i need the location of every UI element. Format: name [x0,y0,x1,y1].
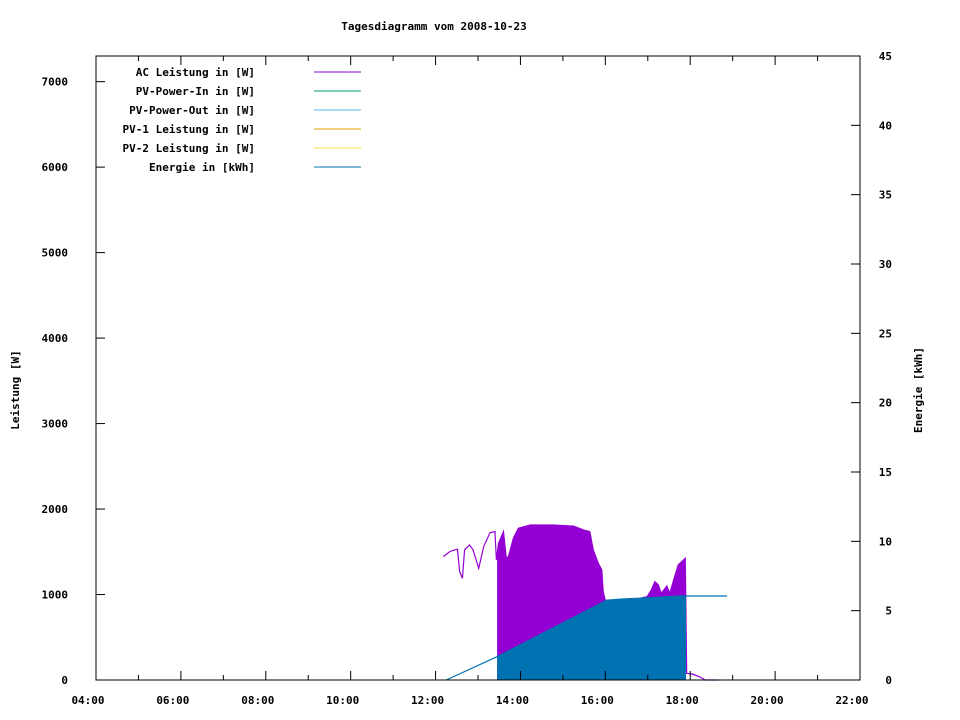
series-line-5 [445,595,728,681]
x-tick-label: 18:00 [666,694,699,707]
x-tick-label: 22:00 [835,694,868,707]
y-tick-label: 1000 [42,589,69,602]
y-tick-label: 4000 [42,332,69,345]
y2-tick-label: 40 [879,119,892,132]
x-tick-label: 12:00 [411,694,444,707]
y2-axis-label: Energie [kWh] [912,347,925,433]
x-tick-label: 20:00 [751,694,784,707]
x-tick-label: 14:00 [496,694,529,707]
legend-label: PV-2 Leistung in [W] [123,142,255,155]
y-tick-label: 6000 [42,161,69,174]
y-tick-label: 3000 [42,418,69,431]
plot-area [442,524,728,681]
legend-label: AC Leistung in [W] [136,66,255,79]
legend-label: PV-Power-Out in [W] [129,104,255,117]
x-tick-label: 16:00 [581,694,614,707]
series-line-0 [442,524,719,681]
y2-tick-label: 35 [879,189,892,202]
legend: AC Leistung in [W] PV-Power-In in [W] PV-P… [123,66,361,174]
chart-title: Tagesdiagramm vom 2008-10-23 [341,20,526,33]
series-fill-5 [497,595,686,680]
legend-label: Energie in [kWh] [149,161,255,174]
axes: 04:00 06:00 08:00 10:00 12:00 14:00 16:00 18:00… [42,50,893,707]
y2-tick-label: 20 [879,397,892,410]
y2-tick-label: 15 [879,466,892,479]
x-tick-label: 10:00 [326,694,359,707]
y2-tick-label: 5 [885,605,892,618]
y2-tick-label: 25 [879,327,892,340]
legend-label: PV-Power-In in [W] [136,85,255,98]
y2-tick-label: 0 [885,674,892,687]
x-tick-label: 04:00 [71,694,104,707]
y-axis-label: Leistung [W] [9,350,22,429]
y2-tick-label: 10 [879,535,892,548]
y-tick-label: 5000 [42,247,69,260]
x-tick-label: 06:00 [156,694,189,707]
y-tick-label: 2000 [42,503,69,516]
y2-tick-label: 30 [879,258,892,271]
y-tick-label: 7000 [42,76,69,89]
x-tick-label: 08:00 [241,694,274,707]
y-tick-label: 0 [61,674,68,687]
legend-label: PV-1 Leistung in [W] [123,123,255,136]
y2-tick-label: 45 [879,50,892,63]
